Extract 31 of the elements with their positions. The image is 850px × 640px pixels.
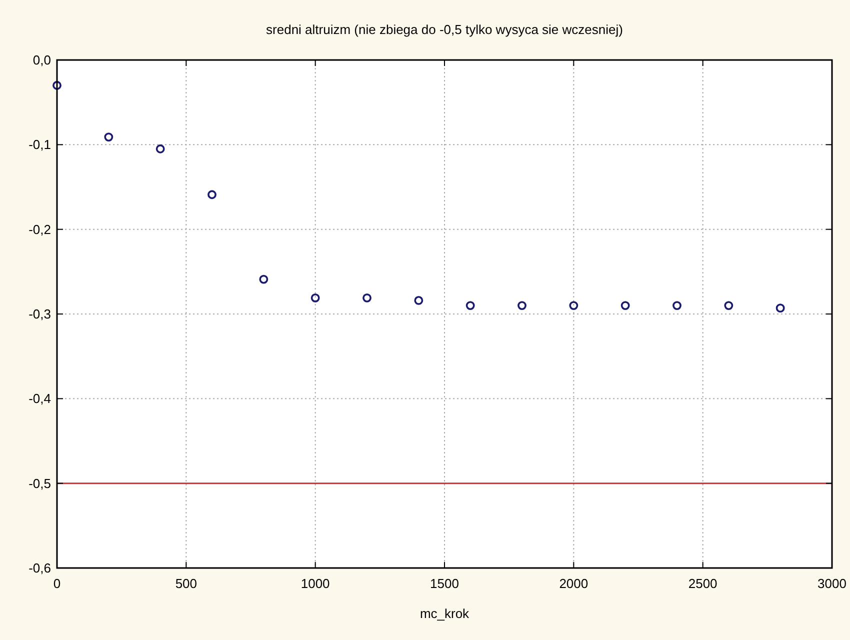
y-tick-label: -0,3 <box>28 306 51 322</box>
point <box>259 274 268 284</box>
x-tick-label: 1500 <box>430 576 459 591</box>
x-axis-title: mc_krok <box>420 606 470 621</box>
point <box>620 301 630 310</box>
point <box>310 293 320 302</box>
point <box>776 304 785 313</box>
y-tick-label: -0,2 <box>28 222 51 237</box>
point <box>672 301 682 310</box>
point <box>104 132 114 142</box>
chart-title: sredni altruizm (nie zbiega do -0,5 tylko wysyca sie wczesniej) <box>266 22 623 37</box>
y-tick-label: -0,4 <box>28 391 51 406</box>
point <box>208 190 216 200</box>
y-tick-label: -0,6 <box>28 560 51 576</box>
point <box>414 296 424 305</box>
y-tick-label: -0,5 <box>28 476 51 491</box>
x-tick-label: 500 <box>175 576 198 591</box>
point <box>569 301 578 310</box>
x-tick-label: 2000 <box>559 576 588 591</box>
point <box>156 144 165 154</box>
y-tick-label: 0,0 <box>32 52 51 68</box>
point <box>466 301 475 310</box>
point <box>52 80 62 90</box>
point <box>724 301 734 310</box>
point <box>518 301 526 310</box>
x-tick-label: 0 <box>53 576 61 591</box>
y-tick-label: -0,1 <box>28 137 51 152</box>
point <box>362 293 372 302</box>
x-tick-label: 2500 <box>688 576 718 591</box>
x-tick-label: 1000 <box>300 576 330 591</box>
x-tick-label: 3000 <box>818 576 846 591</box>
